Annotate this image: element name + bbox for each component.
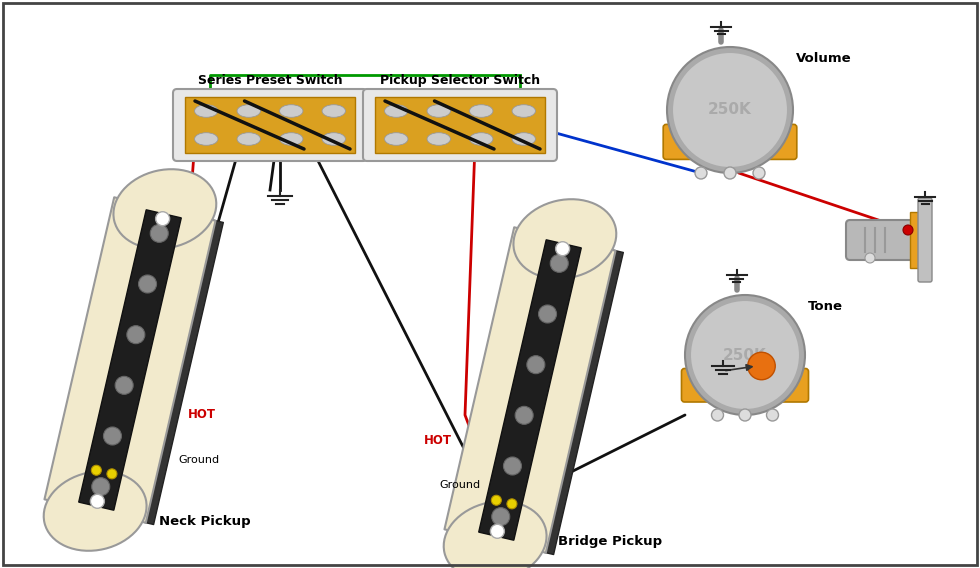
FancyBboxPatch shape xyxy=(918,198,932,282)
Ellipse shape xyxy=(279,133,303,145)
Bar xyxy=(910,212,924,268)
Ellipse shape xyxy=(469,133,493,145)
Text: HOT: HOT xyxy=(424,433,452,446)
Circle shape xyxy=(138,275,157,293)
Circle shape xyxy=(556,242,569,256)
Text: Pickup Selector Switch: Pickup Selector Switch xyxy=(380,74,540,87)
Polygon shape xyxy=(52,199,223,524)
Text: Bridge Pickup: Bridge Pickup xyxy=(558,535,662,548)
Ellipse shape xyxy=(44,471,147,551)
Polygon shape xyxy=(445,227,615,553)
Circle shape xyxy=(492,508,510,525)
Circle shape xyxy=(539,305,557,323)
Ellipse shape xyxy=(444,502,547,568)
Ellipse shape xyxy=(322,133,345,145)
Text: Tone: Tone xyxy=(808,300,843,313)
Circle shape xyxy=(724,167,736,179)
Circle shape xyxy=(748,352,775,380)
Ellipse shape xyxy=(237,105,261,118)
Text: Ground: Ground xyxy=(178,455,220,465)
Circle shape xyxy=(690,300,800,410)
Text: Volume: Volume xyxy=(796,52,852,65)
Circle shape xyxy=(107,469,117,479)
Polygon shape xyxy=(78,210,181,510)
FancyBboxPatch shape xyxy=(846,220,914,260)
Circle shape xyxy=(150,224,169,243)
Circle shape xyxy=(515,406,533,424)
Text: Ground: Ground xyxy=(439,480,480,490)
Ellipse shape xyxy=(513,133,535,145)
Circle shape xyxy=(527,356,545,374)
Circle shape xyxy=(865,253,875,263)
Circle shape xyxy=(695,167,707,179)
Circle shape xyxy=(504,457,521,475)
Circle shape xyxy=(91,465,101,475)
Ellipse shape xyxy=(384,133,408,145)
Ellipse shape xyxy=(279,105,303,118)
Circle shape xyxy=(550,254,568,272)
Ellipse shape xyxy=(469,105,493,118)
Text: 250K: 250K xyxy=(709,102,752,118)
Bar xyxy=(185,97,355,153)
Circle shape xyxy=(711,409,723,421)
Circle shape xyxy=(126,325,145,344)
Circle shape xyxy=(491,495,502,506)
Circle shape xyxy=(903,225,913,235)
Circle shape xyxy=(116,377,133,394)
Polygon shape xyxy=(44,197,216,523)
Circle shape xyxy=(739,409,751,421)
Circle shape xyxy=(766,409,778,421)
Circle shape xyxy=(685,295,805,415)
Circle shape xyxy=(667,47,793,173)
Ellipse shape xyxy=(514,199,616,279)
Circle shape xyxy=(753,167,765,179)
FancyBboxPatch shape xyxy=(173,89,367,161)
Ellipse shape xyxy=(237,133,261,145)
Text: HOT: HOT xyxy=(188,408,216,421)
Circle shape xyxy=(90,494,105,508)
Circle shape xyxy=(156,212,170,225)
Ellipse shape xyxy=(384,105,408,118)
Ellipse shape xyxy=(427,133,451,145)
FancyBboxPatch shape xyxy=(681,369,808,402)
Text: 250K: 250K xyxy=(723,348,767,362)
Ellipse shape xyxy=(195,133,218,145)
Circle shape xyxy=(104,427,122,445)
Circle shape xyxy=(672,52,788,168)
Polygon shape xyxy=(452,229,623,554)
FancyBboxPatch shape xyxy=(363,89,557,161)
Circle shape xyxy=(507,499,516,509)
Ellipse shape xyxy=(114,169,217,249)
FancyBboxPatch shape xyxy=(663,124,797,160)
Text: Series Preset Switch: Series Preset Switch xyxy=(198,74,342,87)
Ellipse shape xyxy=(195,105,218,118)
Circle shape xyxy=(92,478,110,496)
Circle shape xyxy=(490,524,505,538)
Ellipse shape xyxy=(322,105,345,118)
Ellipse shape xyxy=(513,105,535,118)
Polygon shape xyxy=(478,240,581,540)
Ellipse shape xyxy=(427,105,451,118)
Bar xyxy=(375,97,545,153)
Text: Neck Pickup: Neck Pickup xyxy=(159,515,251,528)
